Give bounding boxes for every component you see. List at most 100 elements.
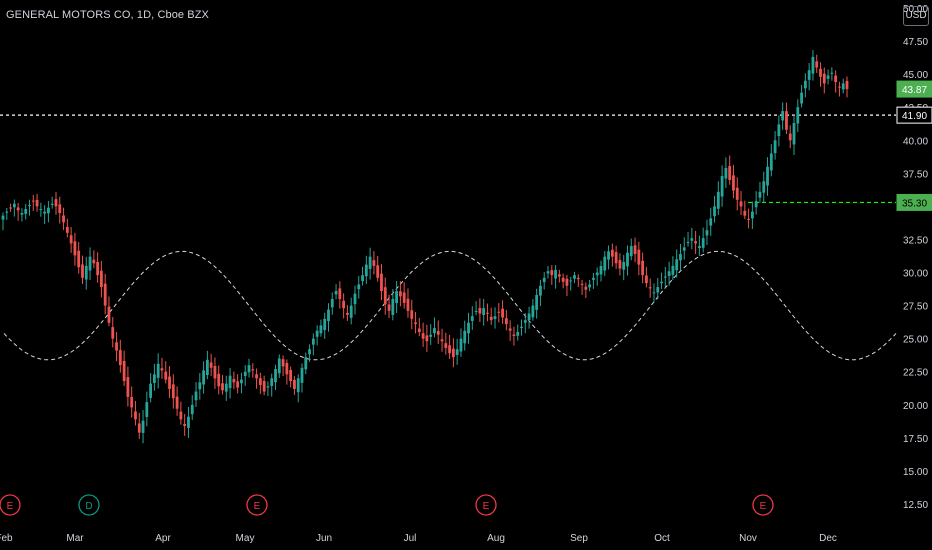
candle-body	[622, 261, 626, 270]
candle	[73, 232, 77, 266]
price-tick-label: 22.50	[903, 368, 928, 379]
candle-body	[156, 363, 160, 378]
candle-body	[637, 249, 641, 265]
candle-body	[599, 265, 603, 275]
candle	[732, 164, 735, 199]
time-axis[interactable]: Feb Mar Apr May Jun Jul Aug Sep Oct Nov Dec	[0, 533, 837, 544]
candle-body	[364, 264, 368, 277]
candle-body	[334, 291, 338, 295]
candle	[311, 333, 315, 356]
candle	[660, 272, 663, 290]
candle-body	[565, 278, 569, 286]
candle	[5, 208, 9, 220]
candle	[361, 266, 364, 286]
candle	[111, 317, 115, 348]
candle-body	[573, 275, 576, 279]
candle-body	[486, 312, 489, 314]
candle	[285, 359, 289, 385]
candle	[773, 131, 777, 160]
candle	[546, 265, 550, 279]
candle	[800, 84, 803, 108]
candle-body	[451, 348, 455, 358]
price-tick-label: 50.00	[903, 4, 928, 15]
candle-body	[436, 331, 440, 335]
month-label: Aug	[487, 533, 505, 544]
candle-body	[508, 328, 512, 331]
candle-body	[137, 423, 141, 433]
candle-body	[88, 256, 92, 271]
candle	[599, 260, 603, 282]
candle-body	[429, 334, 433, 337]
candle-body	[773, 140, 777, 154]
candle-body	[410, 310, 414, 319]
white-line-price-label-bg	[896, 106, 932, 124]
candle	[573, 271, 576, 284]
candle-body	[194, 391, 198, 401]
earnings-event-marker[interactable]: E	[0, 494, 21, 516]
month-label: Feb	[0, 533, 13, 544]
candle	[304, 352, 308, 375]
candle	[266, 381, 270, 396]
green-line-price-label-text: 35.30	[902, 198, 927, 209]
candle	[720, 165, 724, 207]
candle	[592, 273, 595, 289]
candle	[402, 282, 406, 309]
event-marker-circle	[0, 494, 21, 516]
candle-body	[346, 312, 349, 315]
candle	[486, 303, 489, 322]
candle-body	[811, 56, 815, 74]
candle	[160, 357, 164, 379]
candle	[77, 242, 81, 274]
candle-body	[747, 218, 750, 220]
candle-body	[213, 365, 217, 379]
candle	[31, 194, 35, 211]
dividend-event-marker[interactable]: D	[78, 494, 100, 516]
candle-body	[198, 382, 202, 390]
candle	[342, 293, 346, 319]
candle-body	[762, 181, 766, 193]
horizontal-lines[interactable]	[0, 114, 896, 204]
earnings-event-marker[interactable]: E	[475, 494, 497, 516]
candle-body	[633, 245, 637, 255]
sine-wave-overlay	[3, 250, 897, 361]
candle	[455, 338, 459, 365]
candle-body	[65, 226, 69, 233]
candle	[398, 281, 402, 307]
month-label: May	[236, 533, 255, 544]
candle	[243, 365, 247, 386]
candle-body	[822, 73, 826, 84]
candle	[735, 177, 739, 211]
earnings-event-marker[interactable]: E	[752, 494, 774, 516]
currency-button[interactable]: USD	[903, 6, 929, 26]
candle	[569, 276, 573, 291]
candle-body	[376, 265, 380, 278]
earnings-event-marker[interactable]: E	[246, 494, 268, 516]
candle	[440, 328, 444, 352]
candle	[39, 202, 43, 217]
price-tick-label: 45.00	[903, 70, 928, 81]
candle-body	[349, 305, 353, 318]
candle	[410, 299, 414, 330]
candle	[788, 125, 792, 149]
candle-body	[697, 246, 701, 248]
candle-body	[236, 381, 240, 388]
candle-body	[554, 269, 557, 279]
candle	[811, 49, 815, 81]
candle	[12, 199, 16, 217]
candle-body	[667, 271, 671, 276]
candle-body	[387, 304, 391, 311]
candle-body	[542, 277, 546, 283]
candle	[535, 288, 539, 319]
month-label: Mar	[66, 533, 84, 544]
candle	[258, 372, 262, 394]
candle-body	[467, 322, 470, 334]
candle-body	[308, 349, 311, 355]
month-label: Jun	[316, 533, 332, 544]
candle-body	[247, 365, 251, 373]
candle-body	[251, 369, 255, 371]
candle	[240, 372, 243, 394]
candle	[641, 252, 645, 284]
candle-body	[539, 285, 542, 296]
